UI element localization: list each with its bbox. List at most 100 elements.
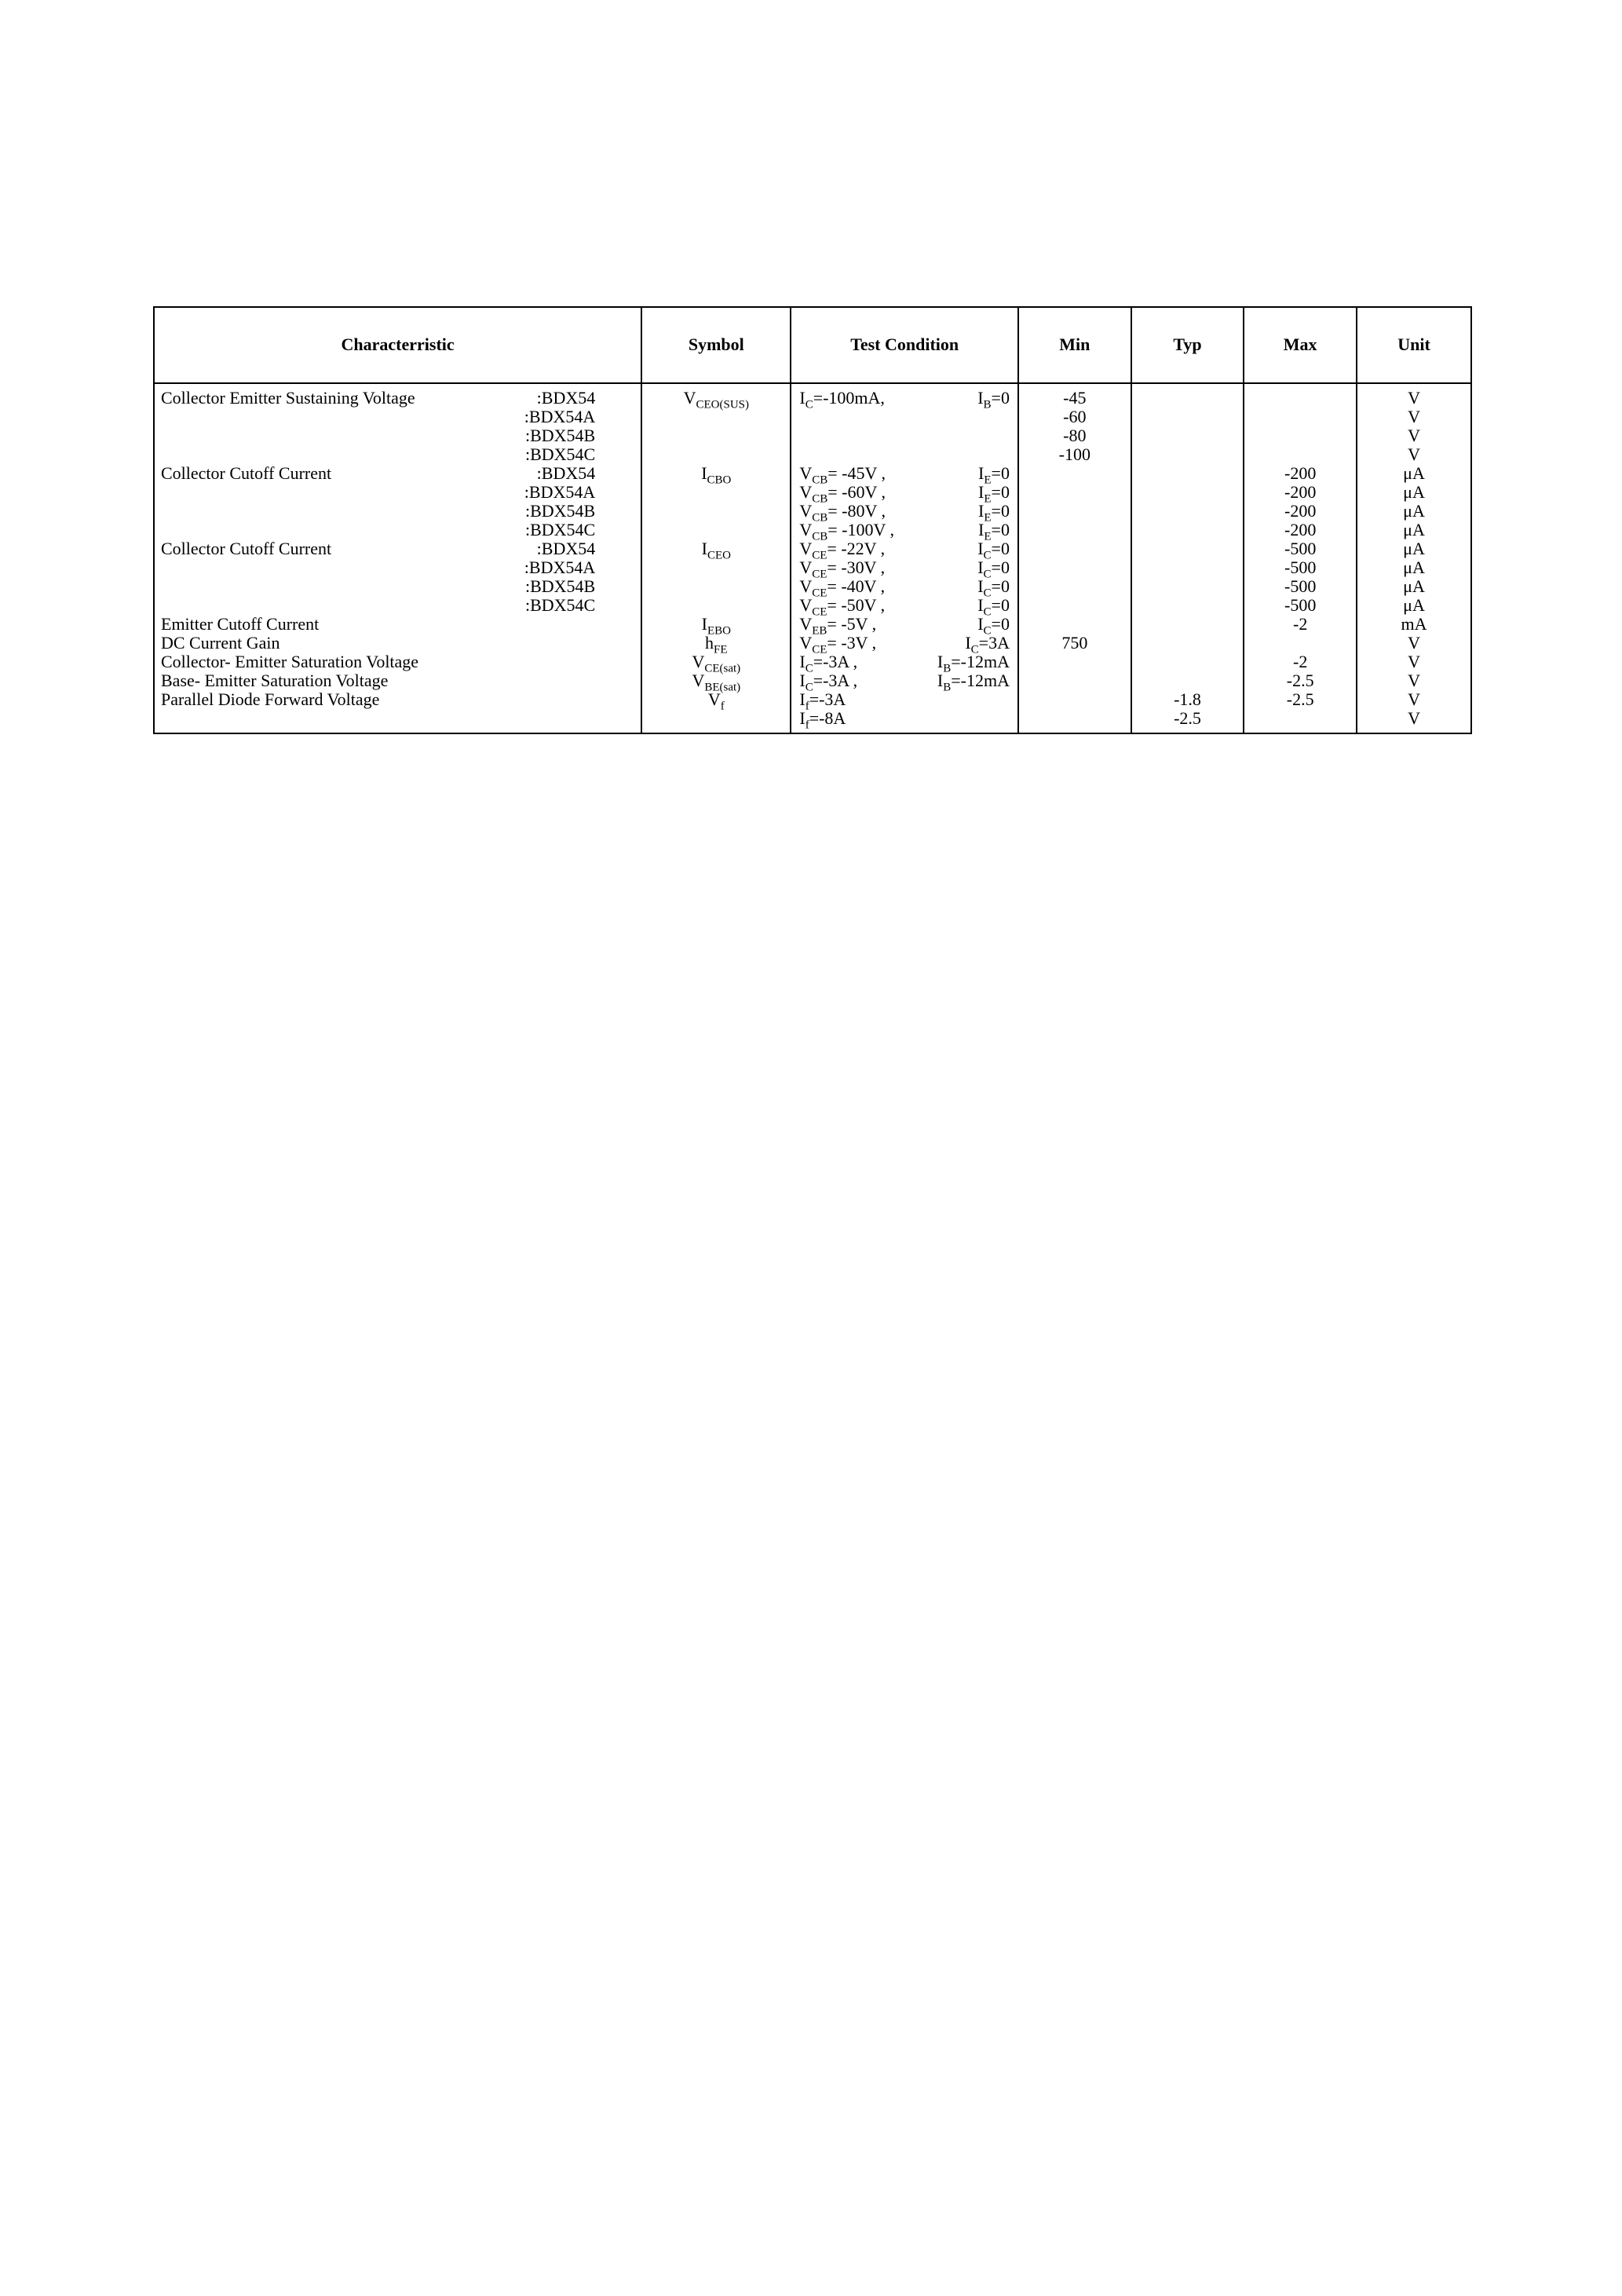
char-name: DC Current Gain	[161, 634, 595, 653]
char-name: Emitter Cutoff Current	[161, 615, 595, 634]
char-line: :BDX54B	[161, 502, 634, 521]
char-line: DC Current Gain	[161, 634, 634, 653]
max-val: -200	[1251, 483, 1350, 502]
test-line: VCB= -45V ,IE=0	[798, 464, 1011, 483]
typ-val: -2.5	[1138, 709, 1237, 728]
typ-val	[1138, 596, 1237, 615]
th-unit: Unit	[1357, 307, 1471, 383]
max-val	[1251, 634, 1350, 653]
typ-val	[1138, 408, 1237, 426]
unit-val: μA	[1364, 596, 1464, 615]
symbol-line	[648, 558, 784, 577]
test-line: VCE= -30V ,IC=0	[798, 558, 1011, 577]
th-test: Test Condition	[791, 307, 1018, 383]
max-val: -200	[1251, 502, 1350, 521]
max-val	[1251, 389, 1350, 408]
min-val	[1025, 502, 1124, 521]
char-name	[161, 558, 524, 577]
char-variant: :BDX54A	[524, 408, 634, 426]
max-val	[1251, 408, 1350, 426]
test-b	[1010, 426, 1011, 445]
typ-val	[1138, 426, 1237, 445]
min-val	[1025, 615, 1124, 634]
min-val	[1025, 709, 1124, 728]
char-variant: :BDX54C	[525, 596, 634, 615]
char-name: Collector Cutoff Current	[161, 539, 537, 558]
char-variant: :BDX54A	[524, 483, 634, 502]
test-a	[798, 408, 1010, 426]
min-val: -60	[1025, 408, 1124, 426]
test-line: VEB= -5V ,IC=0	[798, 615, 1011, 634]
test-line	[798, 426, 1011, 445]
char-variant	[595, 634, 634, 653]
char-variant: :BDX54B	[525, 426, 634, 445]
min-val	[1025, 671, 1124, 690]
symbol-line: ICEO	[648, 539, 784, 558]
unit-val: μA	[1364, 502, 1464, 521]
max-val	[1251, 709, 1350, 728]
char-line: :BDX54B	[161, 426, 634, 445]
typ-val	[1138, 558, 1237, 577]
min-val	[1025, 577, 1124, 596]
symbol-line: VCE(sat)	[648, 653, 784, 671]
char-name: Base- Emitter Saturation Voltage	[161, 671, 595, 690]
max-val: -2.5	[1251, 671, 1350, 690]
min-val: -80	[1025, 426, 1124, 445]
unit-val: V	[1364, 690, 1464, 709]
test-a	[798, 445, 1010, 464]
char-name: Collector Cutoff Current	[161, 464, 537, 483]
char-variant	[595, 653, 634, 671]
test-line: If=-8A	[798, 709, 1011, 728]
unit-val: μA	[1364, 464, 1464, 483]
max-val: -200	[1251, 464, 1350, 483]
test-line: VCB= -80V ,IE=0	[798, 502, 1011, 521]
cell-max: -200-200-200-200-500-500-500-500-2 -2-2.…	[1244, 383, 1357, 733]
char-name	[161, 709, 595, 728]
char-name	[161, 483, 524, 502]
char-line: :BDX54C	[161, 445, 634, 464]
char-variant: :BDX54B	[525, 502, 634, 521]
char-name	[161, 445, 525, 464]
unit-val: V	[1364, 671, 1464, 690]
max-val	[1251, 426, 1350, 445]
char-line: Collector- Emitter Saturation Voltage	[161, 653, 634, 671]
char-name	[161, 577, 525, 596]
symbol-line: VBE(sat)	[648, 671, 784, 690]
test-b	[1010, 408, 1011, 426]
symbol-line	[648, 408, 784, 426]
char-line: :BDX54C	[161, 521, 634, 539]
unit-val: V	[1364, 634, 1464, 653]
min-val	[1025, 521, 1124, 539]
cell-characteristic: Collector Emitter Sustaining Voltage:BDX…	[154, 383, 641, 733]
test-a: If=-8A	[798, 709, 1010, 734]
typ-val	[1138, 521, 1237, 539]
symbol-line: IEBO	[648, 615, 784, 634]
min-val: -100	[1025, 445, 1124, 464]
unit-val: μA	[1364, 521, 1464, 539]
min-val	[1025, 539, 1124, 558]
symbol-line	[648, 426, 784, 445]
max-val: -200	[1251, 521, 1350, 539]
char-name: Collector- Emitter Saturation Voltage	[161, 653, 595, 671]
char-variant: :BDX54	[537, 464, 635, 483]
min-val	[1025, 690, 1124, 709]
symbol-line	[648, 596, 784, 615]
test-line: IC=-100mA,IB=0	[798, 389, 1011, 408]
typ-val	[1138, 615, 1237, 634]
symbol-line: hFE	[648, 634, 784, 653]
test-line: If=-3A	[798, 690, 1011, 709]
test-line: IC=-3A ,IB=-12mA	[798, 671, 1011, 690]
test-a	[798, 426, 1010, 445]
unit-val: V	[1364, 709, 1464, 728]
symbol-line	[648, 502, 784, 521]
test-line: VCE= -3V ,IC=3A	[798, 634, 1011, 653]
cell-symbol: VCEO(SUS) ICBO ICEO IEBOhFEVCE(sat)VBE(s…	[641, 383, 791, 733]
char-name	[161, 596, 525, 615]
char-variant: :BDX54	[537, 389, 635, 408]
char-line: Base- Emitter Saturation Voltage	[161, 671, 634, 690]
th-symbol: Symbol	[641, 307, 791, 383]
char-line: :BDX54B	[161, 577, 634, 596]
typ-val	[1138, 539, 1237, 558]
test-line: IC=-3A ,IB=-12mA	[798, 653, 1011, 671]
th-typ: Typ	[1131, 307, 1244, 383]
